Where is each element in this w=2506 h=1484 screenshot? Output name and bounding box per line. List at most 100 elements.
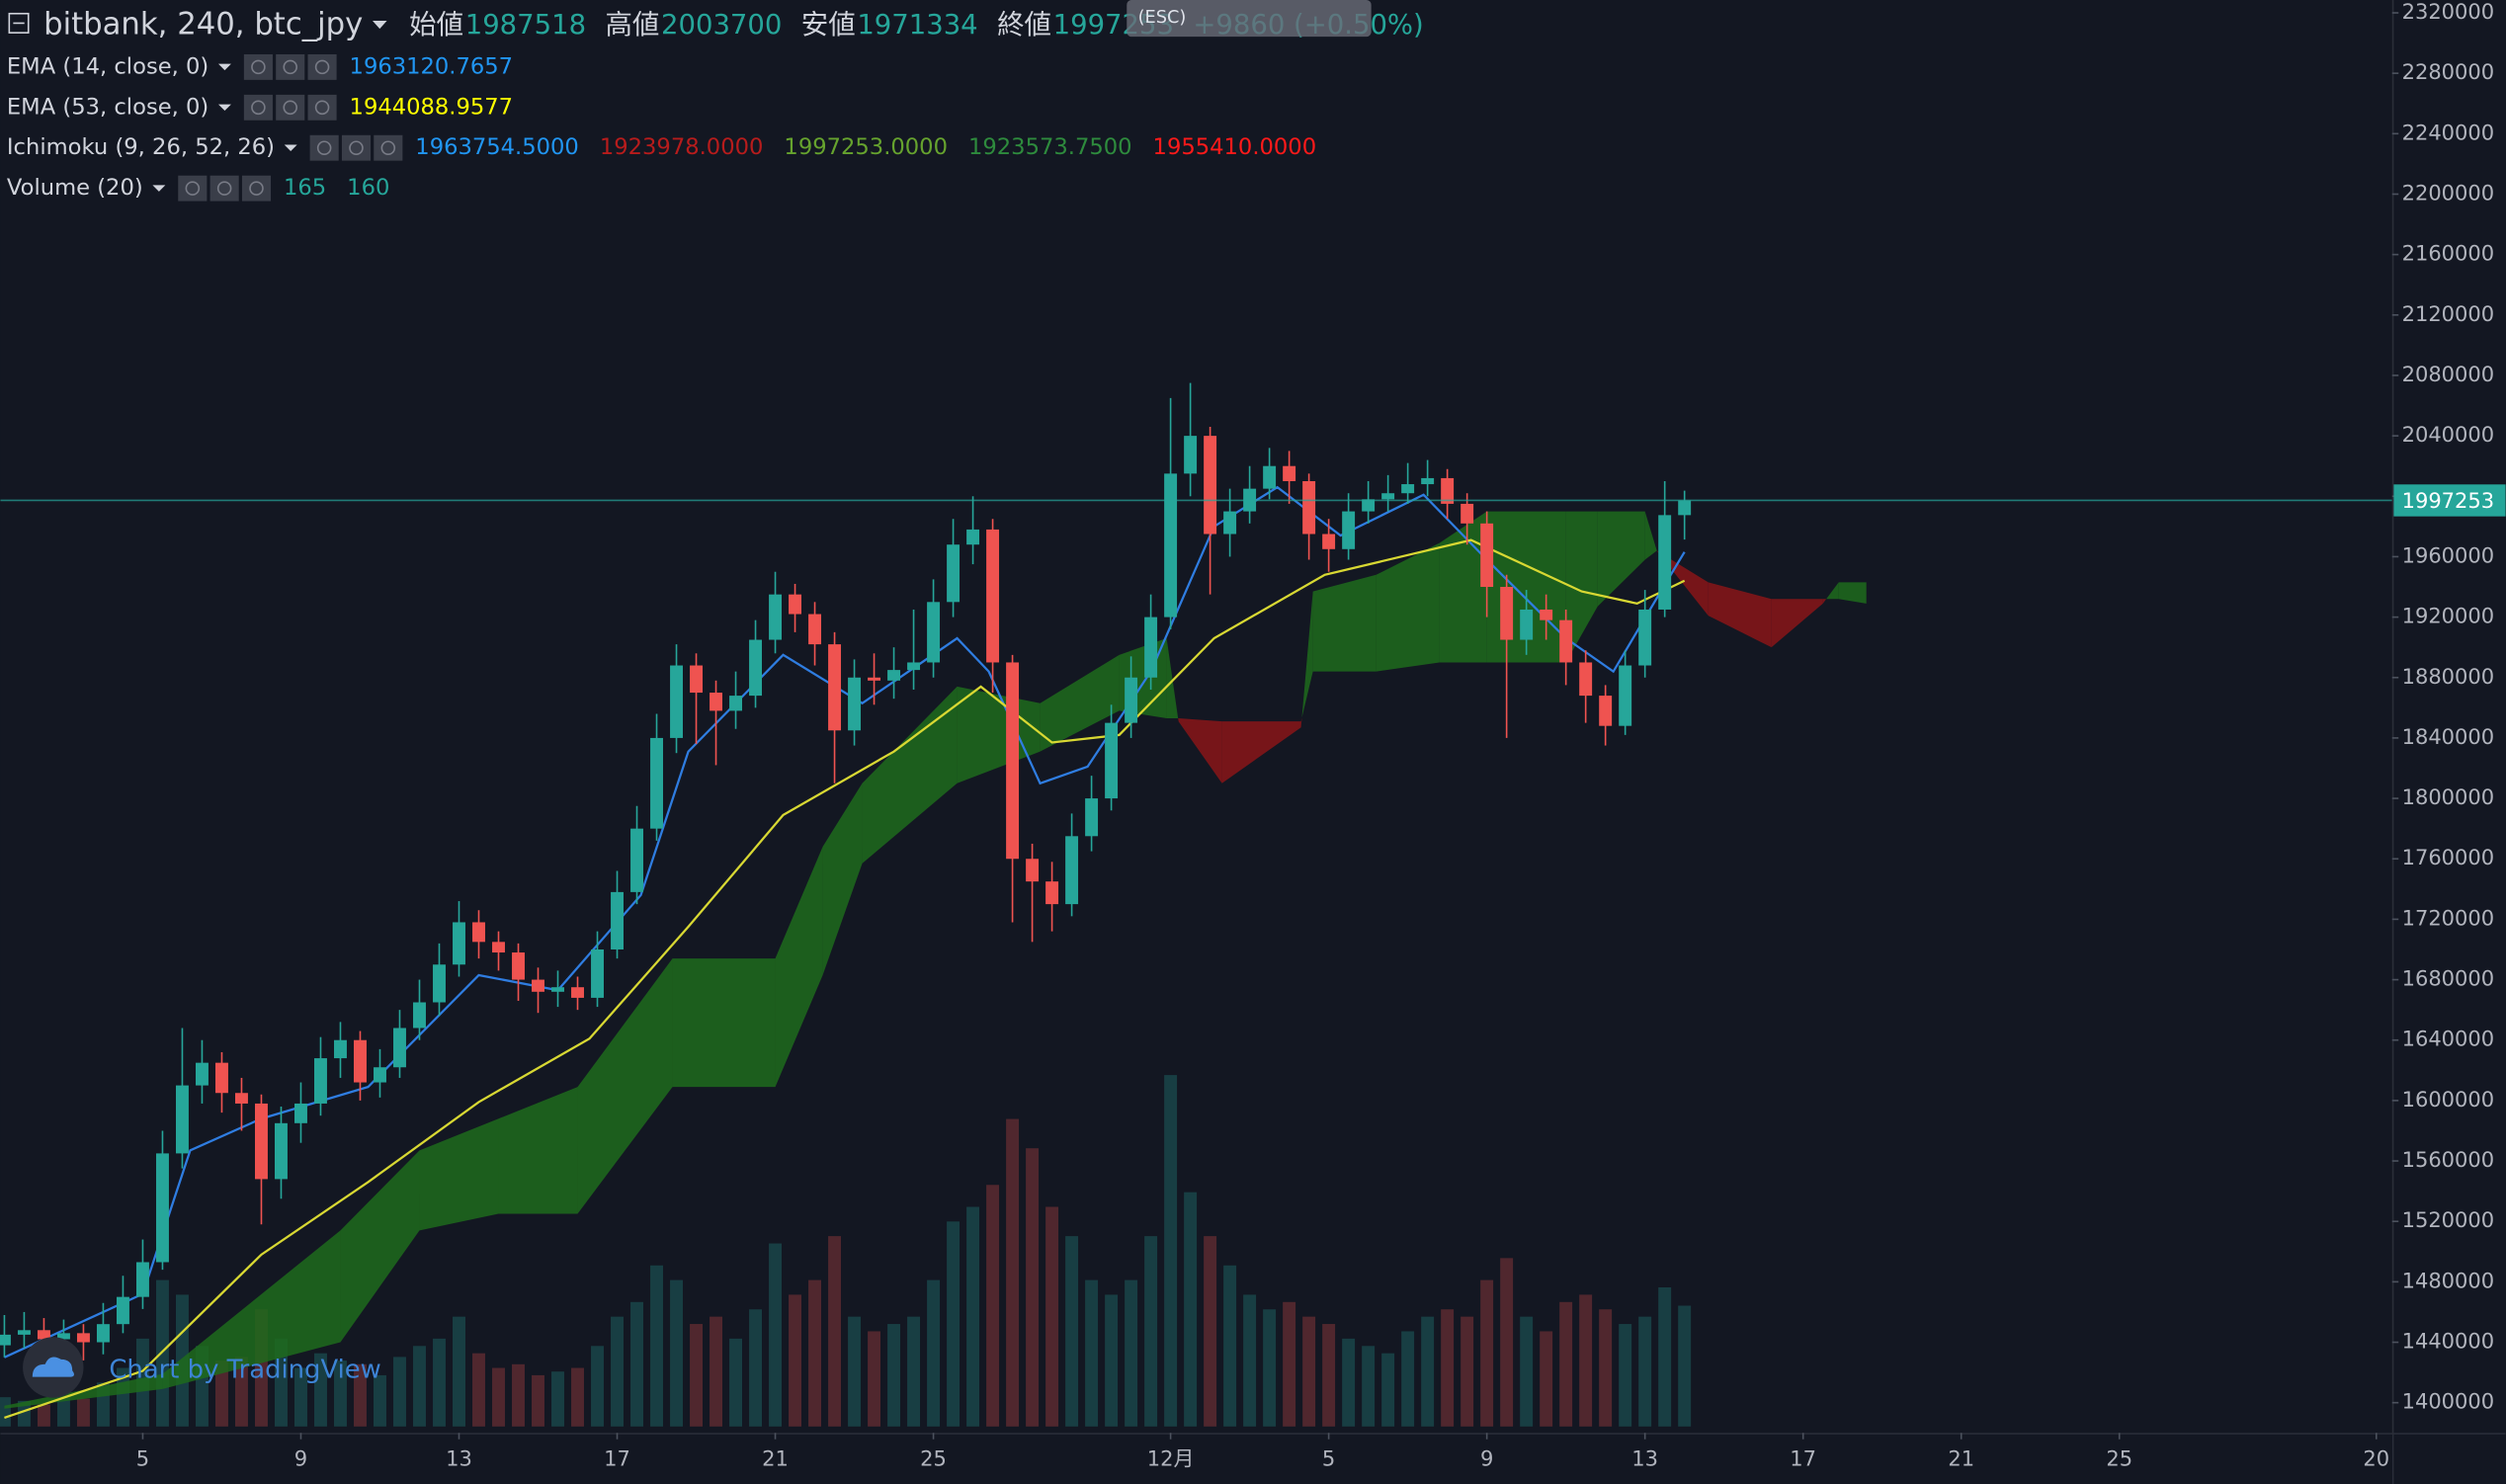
y-tick-label: 2040000 xyxy=(2402,422,2495,447)
candle-body xyxy=(1441,477,1455,504)
indicator-value: 1963754.5000 xyxy=(415,134,579,160)
x-tick-label: 25 xyxy=(920,1446,947,1471)
volume-bar xyxy=(393,1357,406,1427)
candle-body xyxy=(1342,511,1356,549)
y-tick-label: 1840000 xyxy=(2402,724,2495,749)
volume-bar xyxy=(374,1374,386,1427)
x-tick-label: 25 xyxy=(2106,1446,2132,1471)
candle-body xyxy=(1204,436,1217,535)
volume-bar xyxy=(966,1206,980,1427)
indicator-button[interactable] xyxy=(307,94,337,121)
x-tick-label: 9 xyxy=(1480,1446,1493,1471)
esc-tooltip-text: (ESC) xyxy=(1138,7,1187,28)
candle-body xyxy=(1144,617,1158,678)
x-tick-label: 9 xyxy=(294,1446,307,1471)
volume-bar xyxy=(1065,1236,1079,1427)
x-tick-label: 5 xyxy=(136,1446,149,1471)
volume-bar xyxy=(670,1279,683,1427)
indicator-button-glyph xyxy=(283,59,298,75)
indicator-value: 1923573.7500 xyxy=(968,134,1132,160)
candle-body xyxy=(1579,662,1593,697)
volume-bar xyxy=(887,1324,901,1427)
candle-body xyxy=(334,1039,347,1059)
candle-body xyxy=(393,1028,406,1068)
cloud-segment xyxy=(1166,638,1179,719)
indicator-value: 1997253.0000 xyxy=(784,134,948,160)
cloud-segment xyxy=(1439,511,1487,663)
volume-bar xyxy=(76,1398,90,1427)
cloud-segment xyxy=(775,847,823,1088)
candle-body xyxy=(1085,798,1099,837)
collapse-icon xyxy=(8,12,30,34)
volume-bar xyxy=(354,1363,367,1427)
watermark-text: Chart by TradingView xyxy=(109,1356,380,1385)
indicator-button[interactable] xyxy=(276,53,305,80)
indicator-button[interactable] xyxy=(241,175,272,202)
y-tick-label: 1560000 xyxy=(2402,1147,2495,1172)
indicator-button[interactable] xyxy=(276,94,305,121)
candle-body xyxy=(848,677,862,731)
candle-body xyxy=(690,665,704,694)
candle-body xyxy=(1045,881,1059,905)
y-tick-label: 1480000 xyxy=(2402,1268,2495,1292)
candle-body xyxy=(1678,500,1692,516)
cloud-segment xyxy=(1221,721,1301,783)
candle-body xyxy=(492,942,505,953)
indicator-button[interactable] xyxy=(374,134,403,161)
volume-bar xyxy=(551,1371,564,1427)
indicator-button[interactable] xyxy=(243,94,273,121)
volume-bar xyxy=(1480,1279,1494,1427)
candle-body xyxy=(1026,859,1040,882)
indicator-button[interactable] xyxy=(307,53,337,80)
candle-body xyxy=(1500,587,1514,640)
cloud-segment xyxy=(1040,654,1120,752)
volume-bar xyxy=(492,1367,505,1427)
volume-bar xyxy=(453,1316,465,1427)
candle-body xyxy=(571,987,584,998)
y-tick-label: 2320000 xyxy=(2402,0,2495,24)
indicator-caret xyxy=(217,104,231,112)
volume-bar xyxy=(611,1316,624,1427)
y-tick-label: 1640000 xyxy=(2402,1027,2495,1051)
cloud-segment xyxy=(672,958,776,1088)
candle-body xyxy=(1164,473,1178,618)
volume-bar xyxy=(1678,1305,1692,1427)
candle-body xyxy=(1638,609,1652,666)
candle-body xyxy=(729,696,743,711)
cloud-segment xyxy=(1597,511,1645,607)
ohlc-label: 始値 xyxy=(409,9,463,41)
indicator-button[interactable] xyxy=(178,175,208,202)
candle-body xyxy=(453,922,465,965)
candle-body xyxy=(235,1093,248,1104)
y-tick-label: 1760000 xyxy=(2402,845,2495,869)
y-tick-label: 1440000 xyxy=(2402,1329,2495,1354)
y-tick-label: 1600000 xyxy=(2402,1087,2495,1112)
ohlc-label: 終値 xyxy=(997,9,1051,41)
indicator-name: Volume (20) xyxy=(7,175,143,201)
candle-body xyxy=(789,594,802,615)
candle-body xyxy=(591,948,604,998)
volume-bar xyxy=(1520,1316,1534,1427)
volume-bar xyxy=(808,1279,822,1427)
cloud-segment xyxy=(1376,542,1440,672)
volume-bar xyxy=(907,1316,921,1427)
y-tick-label: 1920000 xyxy=(2402,604,2495,628)
volume-bar xyxy=(1638,1316,1652,1427)
indicator-button[interactable] xyxy=(243,53,273,80)
last-price-box xyxy=(2393,484,2506,517)
candle-body xyxy=(76,1333,90,1343)
candle-body xyxy=(1520,609,1534,640)
x-tick-label: 21 xyxy=(1948,1446,1974,1471)
indicator-button[interactable] xyxy=(209,175,239,202)
volume-bar xyxy=(947,1221,961,1427)
volume-bar xyxy=(1421,1316,1435,1427)
indicator-button[interactable] xyxy=(341,134,372,161)
cloud-segment xyxy=(1656,550,1709,617)
candle-body xyxy=(135,1262,149,1297)
volume-bar xyxy=(1125,1279,1138,1427)
candle-body xyxy=(1006,662,1020,860)
indicator-caret xyxy=(217,63,231,71)
volume-bar xyxy=(1144,1236,1158,1427)
indicator-button[interactable] xyxy=(309,134,339,161)
volume-bar xyxy=(314,1353,327,1427)
